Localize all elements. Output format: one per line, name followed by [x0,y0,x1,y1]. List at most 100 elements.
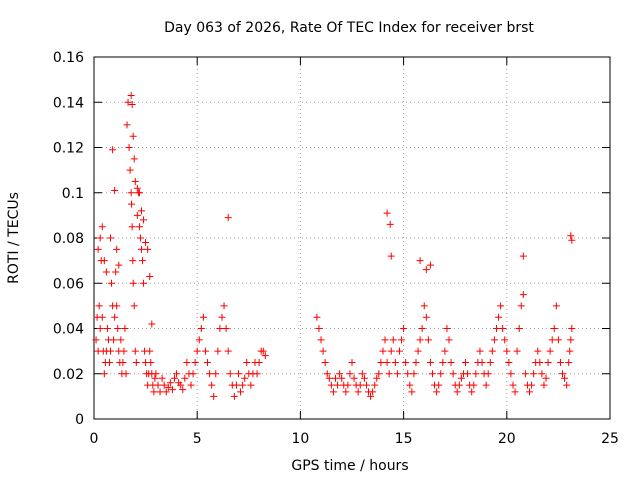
data-point [424,336,432,344]
data-point [239,381,247,389]
data-point [119,358,127,366]
data-point [354,388,362,396]
data-point [379,347,387,355]
data-point [111,313,119,321]
data-point [173,370,181,378]
data-point [565,358,573,366]
data-point [503,347,511,355]
data-point [177,381,185,389]
data-point [426,261,434,269]
grid-lines [94,57,610,419]
data-point [125,144,133,151]
data-point [152,370,160,378]
data-point [315,325,323,332]
data-point [422,313,430,321]
data-point [160,381,168,389]
data-point [383,358,391,366]
data-point [519,252,527,260]
data-point [420,302,428,310]
data-point [168,386,176,394]
data-point [449,370,457,378]
data-point [135,189,143,197]
data-point [342,388,350,396]
data-point [230,392,238,400]
data-point [369,388,377,396]
data-point [110,336,118,344]
data-point [241,374,249,382]
data-point [393,370,401,378]
data-point [546,347,554,355]
data-point [137,207,145,215]
data-point [321,358,329,366]
y-tick-label: 0.14 [53,95,84,111]
data-point [331,374,339,382]
data-point [218,313,226,321]
data-point [534,347,542,355]
data-point [327,381,335,389]
data-point [135,223,143,231]
data-point [179,386,187,394]
data-point [395,347,403,355]
data-point [128,200,136,208]
data-point [566,347,574,355]
data-point [519,291,527,299]
data-point [136,234,144,242]
data-point [334,381,342,389]
data-point [439,358,447,366]
data-point [568,236,576,244]
data-point [98,313,106,321]
data-point [561,374,569,382]
data-point [170,374,178,382]
data-point [189,370,197,378]
data-point [550,325,558,332]
data-point [552,302,560,310]
data-point [183,358,191,366]
data-point [113,245,121,253]
data-point [507,370,515,378]
data-point [371,381,379,389]
data-point [373,374,381,382]
data-point [113,302,121,310]
data-point [164,383,172,391]
data-point [124,98,132,106]
y-tick-label: 0.02 [53,367,84,383]
data-point [362,381,370,389]
data-point [226,370,234,378]
y-tick-label: 0.06 [53,276,84,292]
data-point [114,325,122,332]
data-point [391,358,399,366]
data-point [313,313,321,321]
data-point [528,381,536,389]
data-point [154,381,162,389]
data-point [117,336,125,344]
data-point [544,358,552,366]
data-point [140,216,148,224]
data-point [234,370,242,378]
data-point [515,325,523,332]
data-point [387,347,395,355]
data-point [95,302,103,310]
data-point [462,358,470,366]
data-point [151,374,159,382]
data-point [490,336,498,344]
data-point [127,91,135,99]
data-point [204,358,212,366]
data-point [505,358,513,366]
data-point [538,370,546,378]
data-point [526,388,534,396]
chart-title: Day 063 of 2026, Rate Of TEC Index for r… [164,20,534,36]
data-point [98,223,106,231]
data-point [158,374,166,382]
data-point [367,392,375,400]
data-point [348,358,356,366]
data-point [121,325,129,332]
data-point [210,392,218,400]
data-point [224,214,232,222]
data-point [147,358,155,366]
data-point [356,381,364,389]
data-point [416,336,424,344]
y-tick-label: 0.1 [62,186,84,202]
x-tick-labels: 0 5 10 15 20 25 [90,431,619,447]
data-point [208,381,216,389]
